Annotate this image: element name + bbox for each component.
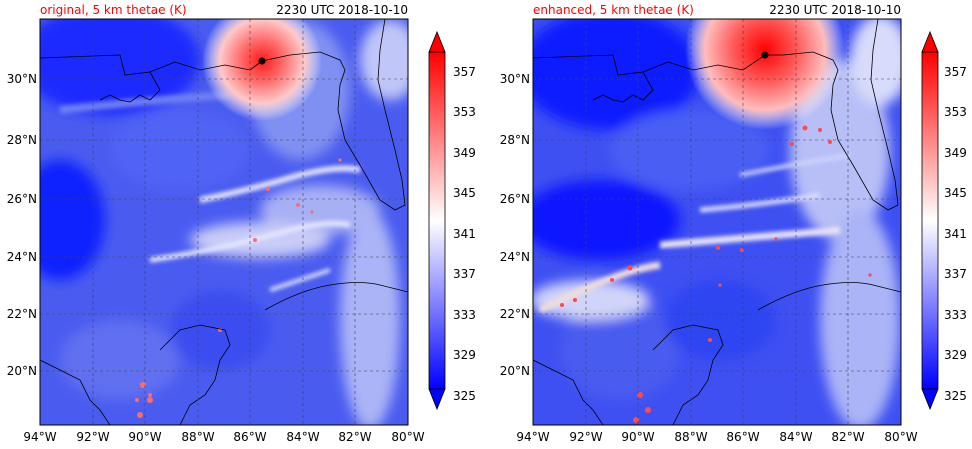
lon-label: 90°W: [621, 430, 654, 444]
colorbar-tick-label: 349: [453, 146, 476, 160]
storm-center-marker: [258, 57, 266, 65]
lon-label: 90°W: [128, 430, 161, 444]
lon-label: 86°W: [726, 430, 759, 444]
panel-enhanced: enhanced, 5 km thetae (K) 2230 UTC 2018-…: [500, 3, 967, 444]
gridlines-enhanced: [533, 19, 901, 425]
lon-label: 84°W: [286, 430, 319, 444]
lat-label: 26°N: [7, 192, 37, 206]
colorbar-tick-label: 353: [453, 105, 476, 119]
lon-label: 92°W: [569, 430, 602, 444]
lon-label: 82°W: [338, 430, 371, 444]
lon-label: 94°W: [516, 430, 549, 444]
lat-label: 20°N: [500, 364, 530, 378]
lon-label: 80°W: [391, 430, 424, 444]
lat-label: 24°N: [7, 250, 37, 264]
storm-center-marker: [761, 51, 769, 59]
panel-original-title-left: original, 5 km thetae (K): [40, 3, 187, 17]
colorbar-enhanced: 357 353 349 345 341 337 333 329 325: [921, 30, 967, 411]
colorbar-tick-label: 345: [453, 186, 476, 200]
colorbar-tick-label: 357: [944, 65, 967, 79]
colorbar-tick-label: 357: [453, 65, 476, 79]
lat-label: 30°N: [500, 72, 530, 86]
lon-label: 82°W: [831, 430, 864, 444]
lat-label: 22°N: [500, 307, 530, 321]
lat-label: 24°N: [500, 250, 530, 264]
lon-label: 80°W: [884, 430, 917, 444]
lon-label: 92°W: [76, 430, 109, 444]
lat-labels-enhanced: 30°N 28°N 26°N 24°N 22°N 20°N: [500, 72, 530, 378]
panel-original-title-right: 2230 UTC 2018-10-10: [276, 3, 408, 17]
lon-labels-original: 94°W 92°W 90°W 88°W 86°W 84°W 82°W 80°W: [23, 430, 424, 444]
colorbar-tick-label: 337: [944, 267, 967, 281]
lat-label: 30°N: [7, 72, 37, 86]
lon-label: 86°W: [233, 430, 266, 444]
lat-label: 28°N: [500, 133, 530, 147]
map-frame-original: [39, 18, 409, 426]
panel-enhanced-title-left: enhanced, 5 km thetae (K): [533, 3, 694, 17]
map-field-enhanced: [533, 19, 901, 425]
lon-label: 88°W: [674, 430, 707, 444]
panel-original: original, 5 km thetae (K) 2230 UTC 2018-…: [7, 3, 476, 444]
colorbar-tick-label: 333: [453, 308, 476, 322]
lat-label: 28°N: [7, 133, 37, 147]
colorbar-tick-label: 337: [453, 267, 476, 281]
colorbar-original: 357 353 349 345 341 337 333 329 325: [428, 30, 476, 411]
map-field-original: [40, 19, 408, 425]
colorbar-tick-label: 349: [944, 146, 967, 160]
colorbar-tick-label: 345: [944, 186, 967, 200]
panel-enhanced-title-right: 2230 UTC 2018-10-10: [769, 3, 901, 17]
gridlines-original: [40, 19, 408, 425]
colorbar-tick-label: 353: [944, 105, 967, 119]
colorbar-tick-label: 325: [453, 389, 476, 403]
lon-labels-enhanced: 94°W 92°W 90°W 88°W 86°W 84°W 82°W 80°W: [516, 430, 917, 444]
lon-label: 88°W: [181, 430, 214, 444]
lat-label: 26°N: [500, 192, 530, 206]
colorbar-tick-label: 325: [944, 389, 967, 403]
colorbar-tick-label: 341: [453, 227, 476, 241]
lon-label: 94°W: [23, 430, 56, 444]
colorbar-tick-label: 341: [944, 227, 967, 241]
colorbar-tick-label: 329: [944, 348, 967, 362]
lat-label: 20°N: [7, 364, 37, 378]
lat-label: 22°N: [7, 307, 37, 321]
lon-label: 84°W: [779, 430, 812, 444]
map-frame-enhanced: [532, 18, 902, 426]
lat-labels-original: 30°N 28°N 26°N 24°N 22°N 20°N: [7, 72, 37, 378]
colorbar-tick-label: 329: [453, 348, 476, 362]
colorbar-tick-label: 333: [944, 308, 967, 322]
